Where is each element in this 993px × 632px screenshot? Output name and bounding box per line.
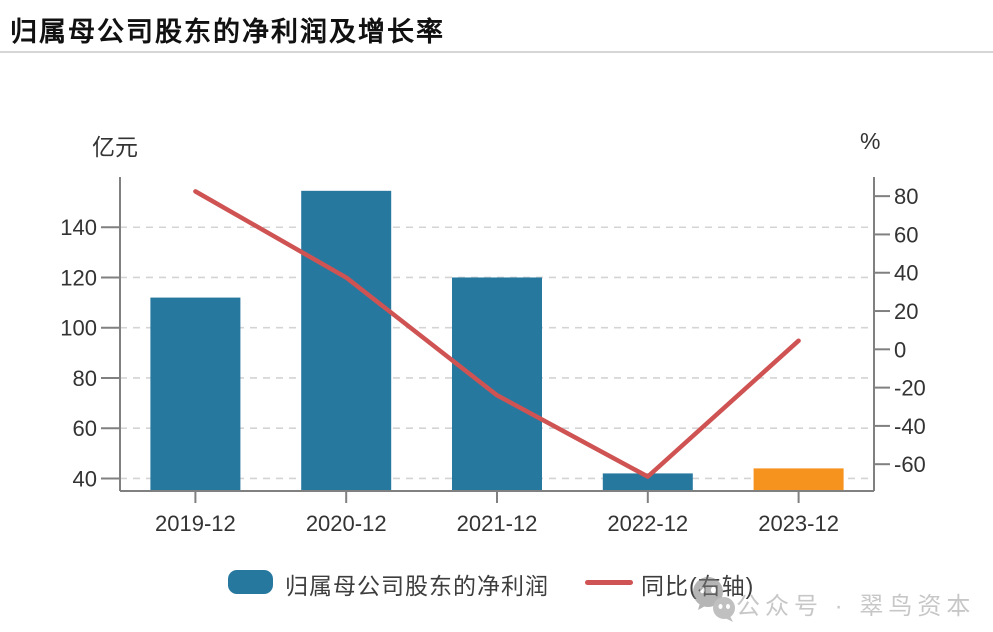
left-tick-label: 80 (73, 366, 97, 391)
page-title: 归属母公司股东的净利润及增长率 (10, 17, 445, 47)
left-tick-label: 140 (60, 215, 97, 240)
right-tick-label: 80 (894, 184, 918, 209)
title-divider (0, 51, 993, 53)
legend-line-swatch (585, 580, 633, 585)
legend-bar-swatch (228, 570, 273, 594)
x-category-label: 2019-12 (155, 511, 236, 536)
x-category-label: 2021-12 (457, 511, 538, 536)
right-tick-label: -20 (894, 376, 926, 401)
legend-bar-label: 归属母公司股东的净利润 (285, 573, 549, 599)
left-tick-label: 100 (60, 316, 97, 341)
left-axis-unit-label: 亿元 (92, 134, 138, 160)
growth-line (193, 189, 801, 479)
left-tick-label: 40 (73, 466, 97, 491)
right-tick-label: -60 (894, 452, 926, 477)
x-category-label: 2023-12 (758, 511, 839, 536)
bar-2022-12 (602, 473, 693, 491)
x-category-label: 2020-12 (306, 511, 387, 536)
bar-2020-12 (301, 190, 392, 492)
left-tick-label: 120 (60, 265, 97, 290)
bar-2019-12 (150, 297, 241, 491)
bar-2021-12 (452, 277, 542, 491)
wechat-icon (693, 577, 735, 622)
watermark: 公众号 · 翠鸟资本 (688, 572, 988, 628)
right-tick-label: 20 (894, 299, 918, 324)
right-tick-label: 60 (894, 222, 918, 247)
right-tick-label: 40 (894, 261, 918, 286)
right-tick-label: -40 (894, 414, 926, 439)
watermark-text: 公众号 · 翠鸟资本 (736, 593, 976, 620)
left-tick-label: 60 (73, 416, 97, 441)
bar-2023-12 (753, 468, 844, 491)
right-tick-label: 0 (894, 337, 906, 362)
right-axis-unit-label: % (860, 128, 881, 154)
x-category-label: 2022-12 (607, 511, 688, 536)
